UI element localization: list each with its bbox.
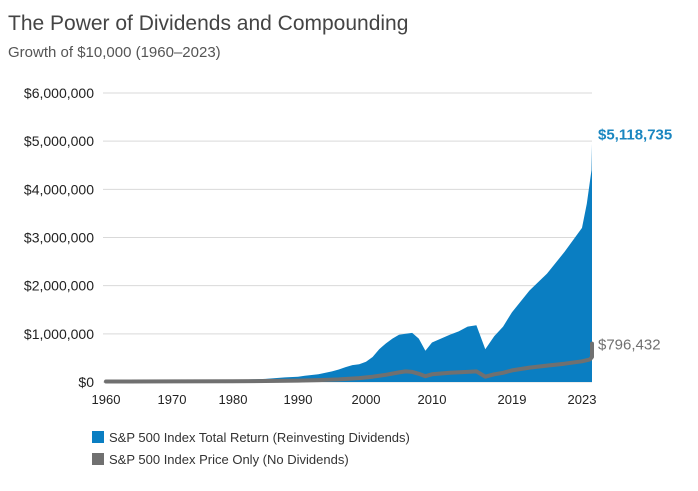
y-tick-label-5: $5,000,000: [24, 133, 94, 149]
x-tick-label-3: 1990: [284, 392, 313, 407]
legend-swatch-total-return: [92, 431, 104, 443]
y-tick-label-0: $0: [78, 374, 94, 390]
chart-subtitle: Growth of $10,000 (1960–2023): [8, 44, 221, 61]
legend-label-total-return: S&P 500 Index Total Return (Reinvesting …: [109, 429, 410, 445]
x-tick-label-1: 1970: [158, 392, 187, 407]
x-tick-label-6: 2019: [498, 392, 527, 407]
chart-title: The Power of Dividends and Compounding: [8, 12, 409, 35]
legend-swatch-price-only: [92, 453, 104, 465]
y-tick-label-2: $2,000,000: [24, 278, 94, 294]
x-tick-label-4: 2000: [352, 392, 381, 407]
y-tick-label-3: $3,000,000: [24, 230, 94, 246]
x-tick-label-7: 2023: [568, 392, 597, 407]
x-tick-label-0: 1960: [92, 392, 121, 407]
chart-legend: S&P 500 Index Total Return (Reinvesting …: [92, 426, 410, 470]
series-area-total-return: [106, 135, 592, 382]
y-tick-label-6: $6,000,000: [24, 85, 94, 101]
legend-item-total-return: S&P 500 Index Total Return (Reinvesting …: [92, 426, 410, 448]
y-tick-label-4: $4,000,000: [24, 181, 94, 197]
y-tick-label-1: $1,000,000: [24, 326, 94, 342]
series-line-price-only: [104, 341, 594, 384]
dividends-growth-chart: $0 $1,000,000 $2,000,000 $3,000,000 $4,000,0…: [24, 85, 672, 407]
end-label-price-only: $796,432: [598, 337, 661, 354]
legend-item-price-only: S&P 500 Index Price Only (No Dividends): [92, 448, 410, 470]
x-tick-label-2: 1980: [219, 392, 248, 407]
x-tick-label-5: 2010: [418, 392, 447, 407]
legend-label-price-only: S&P 500 Index Price Only (No Dividends): [109, 451, 349, 467]
end-label-total-return: $5,118,735: [598, 126, 672, 143]
